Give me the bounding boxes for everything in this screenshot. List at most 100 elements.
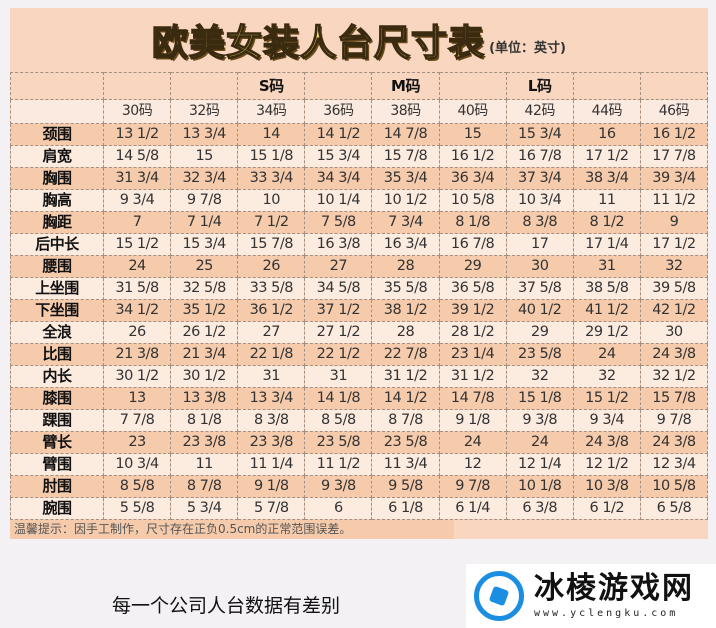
row-header: 胸围 — [10, 167, 104, 190]
table-row: 上坐围 31 5/8 32 5/8 33 5/8 34 5/8 35 5/8 36 5/8 3… — [10, 277, 709, 300]
table-row: 胸高 9 3/4 9 7/8 10 10 1/4 10 1/2 10 5/8 10 3/4 11… — [10, 189, 709, 212]
cell: 23 1/4 — [438, 343, 507, 366]
cell: 9 3/8 — [304, 475, 373, 498]
cell: 7 7/8 — [102, 409, 172, 432]
size-header-row: 30码 32码 34码 36码 38码 40码 42码 44码 46码 — [10, 99, 709, 124]
cell — [170, 72, 239, 100]
cell: 31 1/2 — [438, 365, 507, 388]
cell: 28 1/2 — [438, 321, 507, 344]
cell: 38 3/4 — [572, 167, 641, 190]
cell: 29 1/2 — [572, 321, 641, 344]
cell: S码 — [237, 72, 306, 100]
cell: 36 1/2 — [237, 299, 306, 322]
cell: 29 — [438, 255, 507, 278]
cell: 23 5/8 — [505, 343, 574, 366]
cell: 44码 — [572, 99, 641, 124]
cell: 31 3/4 — [102, 167, 172, 190]
cell: 8 5/8 — [102, 475, 172, 498]
cell: 24 3/8 — [639, 431, 709, 454]
table-row: 腕围 5 5/8 5 3/4 5 7/8 6 6 1/8 6 1/4 6 3/8 6 1/2 6 … — [10, 497, 709, 520]
cell: 35 1/2 — [170, 299, 239, 322]
cell: 25 — [170, 255, 239, 278]
watermark-logo-icon — [474, 571, 524, 621]
cell: 34 1/2 — [102, 299, 172, 322]
table-row: 后中长 15 1/2 15 3/4 15 7/8 16 3/8 16 3/4 16 7/8 1… — [10, 233, 709, 256]
cell: 31 5/8 — [102, 277, 172, 300]
size-chart: 欧美女装人台尺寸表 (单位：英寸) S码 M码 L码 30码 32码 34码 36码 38码 4… — [10, 8, 709, 539]
cell: 7 3/4 — [371, 211, 440, 234]
cell: 15 1/8 — [237, 145, 306, 168]
cell: 5 5/8 — [102, 497, 172, 520]
cell: 27 — [237, 321, 306, 344]
cell: 32 3/4 — [170, 167, 239, 190]
cell: 9 3/8 — [505, 409, 574, 432]
cell: 17 7/8 — [639, 145, 709, 168]
cell: 10 5/8 — [438, 189, 507, 212]
cell: 12 — [438, 453, 507, 476]
cell: 15 3/4 — [505, 123, 574, 146]
cell: 23 5/8 — [304, 431, 373, 454]
cell: 16 1/2 — [438, 145, 507, 168]
cell: 8 3/8 — [237, 409, 306, 432]
cell: 13 — [102, 387, 172, 410]
cell: 14 — [237, 123, 306, 146]
row-header: 下坐围 — [10, 299, 104, 322]
cell: 38码 — [371, 99, 440, 124]
cell: 24 — [572, 343, 641, 366]
cell: 16 7/8 — [505, 145, 574, 168]
cell: 32 — [505, 365, 574, 388]
cell: 11 1/4 — [237, 453, 306, 476]
cell: 14 5/8 — [102, 145, 172, 168]
cell: 17 1/2 — [639, 233, 709, 256]
cell: 15 7/8 — [639, 387, 709, 410]
cell: 37 1/2 — [304, 299, 373, 322]
cell: 10 1/2 — [371, 189, 440, 212]
cell: 31 — [572, 255, 641, 278]
table-row: 胸距 7 7 1/4 7 1/2 7 5/8 7 3/4 8 1/8 8 3/8 8 1/2 9 — [10, 211, 709, 234]
cell: 24 3/8 — [572, 431, 641, 454]
row-header — [10, 72, 104, 100]
cell: 34码 — [237, 99, 306, 124]
cell: 27 — [304, 255, 373, 278]
cell: 33 5/8 — [237, 277, 306, 300]
cell: 21 3/8 — [102, 343, 172, 366]
cell: 30码 — [102, 99, 172, 124]
cell: 39 5/8 — [639, 277, 709, 300]
cell: 10 5/8 — [639, 475, 709, 498]
cell: 15 7/8 — [371, 145, 440, 168]
cell: 42码 — [505, 99, 574, 124]
table-row: 颈围 13 1/2 13 3/4 14 14 1/2 14 7/8 15 15 3/4 16 16… — [10, 123, 709, 146]
cell: 9 1/8 — [237, 475, 306, 498]
row-header: 踝围 — [10, 409, 104, 432]
chart-header: 欧美女装人台尺寸表 (单位：英寸) — [10, 8, 708, 72]
cell: 24 — [505, 431, 574, 454]
cell: 9 3/4 — [102, 189, 172, 212]
cell: 8 3/8 — [505, 211, 574, 234]
cell: 26 1/2 — [170, 321, 239, 344]
watermark: 冰棱游戏网 www.yclengku.com — [466, 564, 716, 628]
cell: 9 7/8 — [170, 189, 239, 212]
cell: 38 1/2 — [371, 299, 440, 322]
unit-label: (单位：英寸) — [489, 40, 566, 56]
cell: 7 — [102, 211, 172, 234]
cell: 32 1/2 — [639, 365, 709, 388]
cell: 13 3/8 — [170, 387, 239, 410]
row-header — [10, 99, 104, 124]
row-header: 比围 — [10, 343, 104, 366]
cell: 8 7/8 — [371, 409, 440, 432]
cell: 31 — [237, 365, 306, 388]
cell: 11 — [170, 453, 239, 476]
table-row: 肩宽 14 5/8 15 15 1/8 15 3/4 15 7/8 16 1/2 16 7/8… — [10, 145, 709, 168]
cell: 31 — [304, 365, 373, 388]
cell: 23 — [102, 431, 172, 454]
cell: 38 5/8 — [572, 277, 641, 300]
cell: 14 7/8 — [371, 123, 440, 146]
cell: 5 7/8 — [237, 497, 306, 520]
cell: 36码 — [304, 99, 373, 124]
cell: 8 1/2 — [572, 211, 641, 234]
row-header: 肩宽 — [10, 145, 104, 168]
cell: 32 — [639, 255, 709, 278]
cell: 9 7/8 — [438, 475, 507, 498]
cell: 13 3/4 — [237, 387, 306, 410]
cell: 6 1/2 — [572, 497, 641, 520]
